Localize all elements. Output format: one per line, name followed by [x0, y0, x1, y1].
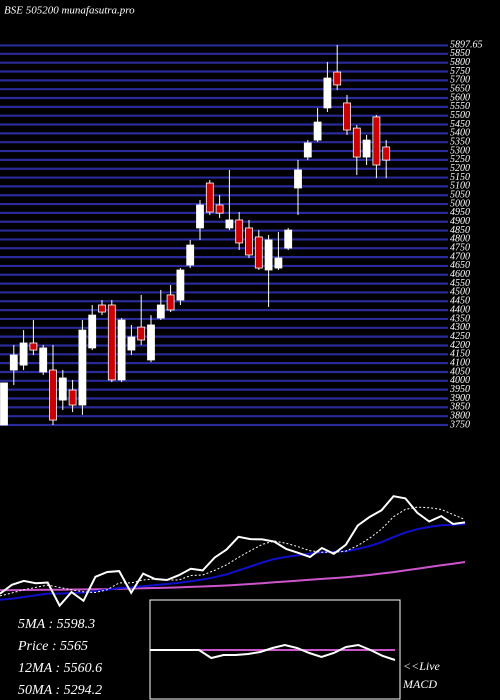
y-tick-label: 3850 — [449, 402, 470, 413]
y-tick-label: 3750 — [449, 419, 470, 430]
candle-body — [0, 382, 8, 426]
y-tick-label: 5100 — [450, 181, 470, 192]
line-series — [0, 561, 466, 592]
y-tick-label: 3900 — [449, 393, 470, 404]
candle-body — [137, 326, 146, 341]
candle-body — [294, 169, 302, 189]
candle-body — [78, 329, 87, 406]
y-tick-label: 5000 — [450, 198, 470, 209]
candle-body — [382, 146, 391, 161]
y-tick-label: 5300 — [450, 145, 470, 156]
line-series — [0, 523, 466, 601]
candle-body — [98, 304, 106, 313]
info-line: 5MA : 5598.3 — [18, 617, 95, 632]
candle-body — [274, 257, 283, 269]
candle-body — [372, 116, 381, 166]
candle-body — [68, 389, 77, 406]
candle-body — [362, 139, 371, 158]
candle-body — [29, 342, 38, 351]
y-tick-label: 5800 — [450, 57, 470, 68]
y-tick-label: 3950 — [449, 384, 470, 395]
y-tick-label: 5897.65 — [450, 40, 483, 51]
y-tick-label: 5350 — [450, 137, 470, 148]
candle-body — [264, 239, 273, 271]
y-tick-label: 5250 — [450, 154, 470, 165]
y-tick-label: 5450 — [450, 119, 470, 130]
y-tick-label: 4700 — [450, 251, 470, 262]
candle-body — [323, 77, 332, 109]
candle-body — [196, 204, 204, 229]
info-line: 12MA : 5560.6 — [18, 661, 102, 676]
y-tick-label: 4550 — [450, 278, 470, 289]
y-tick-label: 5500 — [450, 110, 470, 121]
candle-body — [49, 369, 57, 421]
y-tick-label: 4600 — [450, 269, 470, 280]
y-tick-label: 3800 — [449, 410, 470, 421]
y-tick-label: 4500 — [450, 287, 470, 298]
y-tick-label: 4750 — [450, 243, 470, 254]
candle-body — [186, 244, 195, 266]
y-tick-label: 5150 — [450, 172, 470, 183]
info-line: Price : 5565 — [17, 639, 88, 654]
candle-body — [58, 377, 67, 401]
y-tick-label: 4800 — [450, 234, 470, 245]
candle-body — [303, 142, 312, 158]
candle-body — [9, 354, 18, 371]
candle-body — [343, 102, 351, 131]
chart-title: BSE 505200 munafasutra.pro — [4, 5, 135, 17]
y-tick-label: 4650 — [450, 260, 470, 271]
candle-body — [215, 204, 224, 214]
candle-body — [333, 71, 342, 86]
y-tick-label: 4050 — [450, 366, 470, 377]
y-tick-label: 4300 — [450, 322, 470, 333]
y-tick-label: 4850 — [450, 225, 470, 236]
y-tick-label: 5750 — [450, 66, 470, 77]
candle-body — [352, 127, 361, 158]
y-tick-label: 4400 — [450, 304, 470, 315]
candle-body — [19, 342, 28, 366]
candle-body — [245, 227, 253, 256]
y-tick-label: 4450 — [450, 296, 470, 307]
candle-body — [39, 347, 48, 373]
y-tick-label: 5550 — [450, 101, 470, 112]
candle-body — [166, 294, 175, 311]
line-series — [150, 643, 396, 661]
macd-label: MACD — [402, 677, 437, 691]
candle-body — [147, 324, 155, 361]
y-tick-label: 5050 — [450, 190, 470, 201]
candle-body — [156, 304, 165, 319]
candle-body — [117, 319, 126, 381]
y-tick-label: 5850 — [450, 48, 470, 59]
y-tick-label: 4350 — [450, 313, 470, 324]
y-tick-label: 4100 — [450, 357, 470, 368]
candle-body — [127, 336, 136, 351]
y-tick-label: 5650 — [450, 83, 470, 94]
candle-body — [107, 304, 116, 381]
candle-body — [284, 229, 293, 249]
y-tick-label: 4950 — [450, 207, 470, 218]
candle-body — [88, 314, 97, 349]
info-line: 50MA : 5294.2 — [18, 683, 102, 698]
line-series — [0, 495, 466, 608]
candle-body — [176, 269, 185, 301]
candle-body — [225, 219, 234, 229]
line-series — [0, 506, 466, 597]
y-tick-label: 5400 — [450, 128, 470, 139]
y-tick-label: 4200 — [450, 340, 470, 351]
y-tick-label: 5700 — [450, 75, 470, 86]
live-label: <<Live — [403, 659, 441, 673]
candle-body — [254, 236, 263, 269]
y-tick-label: 5200 — [450, 163, 470, 174]
candle-body — [235, 219, 244, 244]
y-tick-label: 5600 — [450, 92, 470, 103]
y-tick-label: 4150 — [450, 349, 470, 360]
candle-body — [205, 182, 214, 213]
y-tick-label: 4900 — [450, 216, 470, 227]
y-tick-label: 4250 — [450, 331, 470, 342]
y-tick-label: 4000 — [450, 375, 470, 386]
candle-body — [313, 121, 322, 141]
